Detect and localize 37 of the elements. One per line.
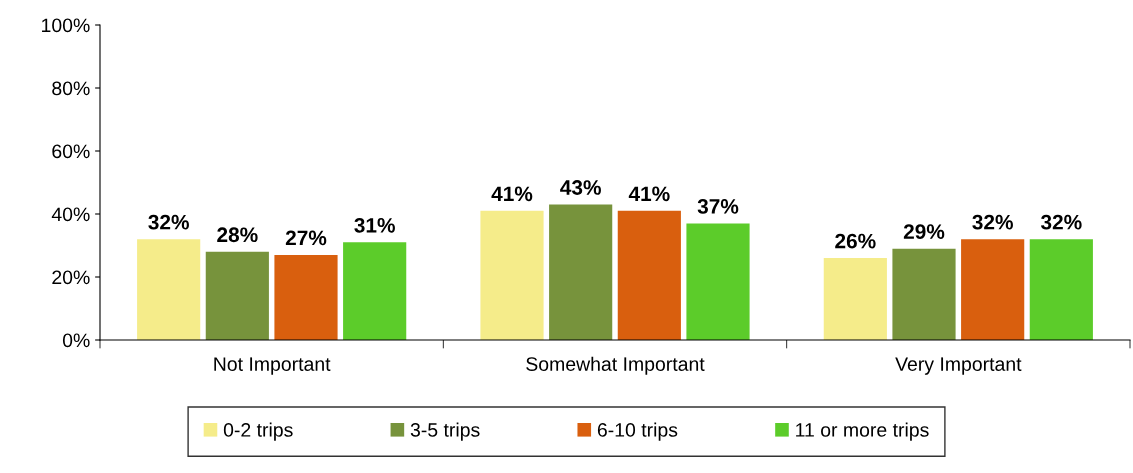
y-tick-label: 60% xyxy=(52,144,90,159)
bar xyxy=(480,210,544,340)
legend-label: 11 or more trips xyxy=(796,422,929,441)
bar xyxy=(205,251,269,340)
bar xyxy=(961,239,1025,340)
y-tick-label: 0% xyxy=(62,333,90,348)
legend-label: 0-2 trips xyxy=(223,422,293,441)
x-tick-label: Somewhat Important xyxy=(526,356,705,375)
bar xyxy=(1029,239,1093,340)
data-label: 29% xyxy=(903,224,945,239)
data-label: 41% xyxy=(491,186,533,202)
data-label: 32% xyxy=(1040,214,1082,230)
y-tick-label: 20% xyxy=(52,270,90,285)
bar xyxy=(137,239,201,340)
x-tick-label: Very Important xyxy=(895,357,1022,375)
data-label: 32% xyxy=(972,214,1013,230)
data-label: 43% xyxy=(560,180,601,195)
bar xyxy=(617,210,681,340)
bar xyxy=(343,242,407,340)
legend-label: 3-5 trips xyxy=(410,422,480,441)
y-tick-label: 100% xyxy=(42,18,90,33)
bar xyxy=(823,258,887,340)
bar xyxy=(274,254,338,340)
data-label: 26% xyxy=(835,233,876,249)
y-tick-label: 80% xyxy=(52,81,90,96)
legend-label: 6-10 trips xyxy=(597,422,678,441)
data-label: 27% xyxy=(285,230,327,246)
data-label: 41% xyxy=(628,186,670,202)
bar xyxy=(892,248,956,340)
x-tick-label: Not Important xyxy=(214,357,331,375)
data-label: 37% xyxy=(697,199,739,214)
data-label: 28% xyxy=(217,227,258,243)
bar xyxy=(549,204,613,340)
y-tick-label: 40% xyxy=(51,207,90,222)
bar xyxy=(686,223,750,340)
data-label: 31% xyxy=(354,217,395,233)
data-label: 32% xyxy=(148,214,189,230)
